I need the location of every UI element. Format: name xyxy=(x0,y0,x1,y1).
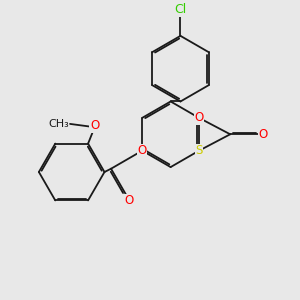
Text: O: O xyxy=(258,128,268,141)
Text: O: O xyxy=(90,119,99,132)
Text: O: O xyxy=(194,111,204,124)
Text: CH₃: CH₃ xyxy=(48,119,69,129)
Text: O: O xyxy=(124,194,134,207)
Text: S: S xyxy=(195,144,203,157)
Text: Cl: Cl xyxy=(174,3,187,16)
Text: O: O xyxy=(138,144,147,157)
